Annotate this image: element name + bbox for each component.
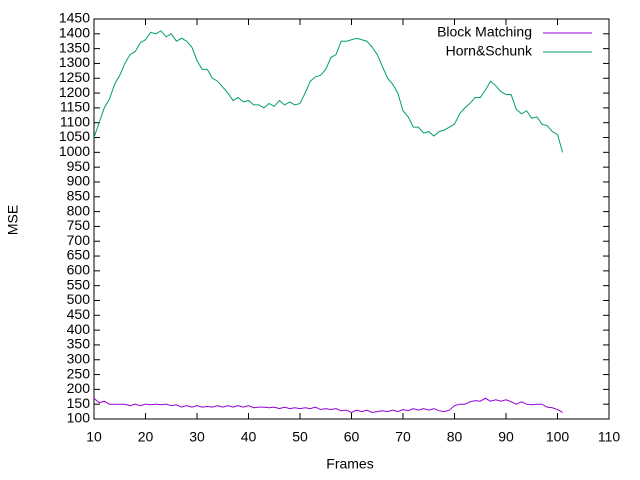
y-tick-label: 600: [67, 262, 91, 278]
y-tick-label: 1100: [60, 113, 90, 129]
legend-label: Horn&Schunk: [446, 43, 533, 59]
y-tick-label: 700: [67, 232, 91, 248]
y-axis-label: MSE: [5, 205, 21, 235]
y-tick-label: 450: [67, 306, 91, 322]
x-axis-label: Frames: [326, 456, 373, 472]
y-tick-label: 400: [67, 321, 91, 337]
x-tick-label: 110: [598, 429, 621, 445]
y-tick-label: 1150: [60, 99, 90, 115]
y-tick-label: 900: [67, 173, 91, 189]
x-tick-label: 40: [241, 429, 257, 445]
y-tick-label: 800: [67, 202, 91, 218]
y-tick-label: 550: [67, 276, 91, 292]
series-line: [93, 397, 563, 414]
y-tick-label: 1350: [59, 39, 90, 55]
y-tick-label: 750: [67, 217, 91, 233]
y-tick-label: 200: [67, 380, 91, 396]
x-tick-label: 80: [447, 429, 463, 445]
x-tick-label: 60: [344, 429, 360, 445]
y-tick-label: 100: [67, 410, 91, 426]
y-tick-label: 1400: [59, 25, 90, 41]
y-tick-label: 1300: [59, 54, 90, 70]
x-tick-label: 10: [86, 429, 102, 445]
x-tick-label: 100: [546, 429, 570, 445]
y-tick-label: 250: [67, 365, 91, 381]
y-tick-label: 950: [67, 158, 91, 174]
x-tick-label: 70: [395, 429, 411, 445]
y-tick-label: 1050: [59, 128, 90, 144]
y-tick-label: 150: [67, 395, 91, 411]
y-tick-label: 650: [67, 247, 91, 263]
series-line: [93, 30, 564, 153]
y-tick-label: 1200: [59, 84, 90, 100]
x-tick-label: 90: [498, 429, 514, 445]
y-tick-label: 1450: [59, 10, 90, 26]
x-tick-label: 50: [292, 429, 308, 445]
y-tick-label: 850: [67, 187, 91, 203]
y-tick-label: 350: [67, 336, 91, 352]
y-tick-label: 1000: [59, 143, 90, 159]
legend-label: Block Matching: [437, 24, 532, 40]
y-tick-label: 300: [67, 350, 91, 366]
y-tick-label: 1250: [59, 69, 90, 85]
x-tick-label: 30: [189, 429, 205, 445]
y-tick-label: 500: [67, 291, 91, 307]
x-tick-label: 20: [138, 429, 154, 445]
